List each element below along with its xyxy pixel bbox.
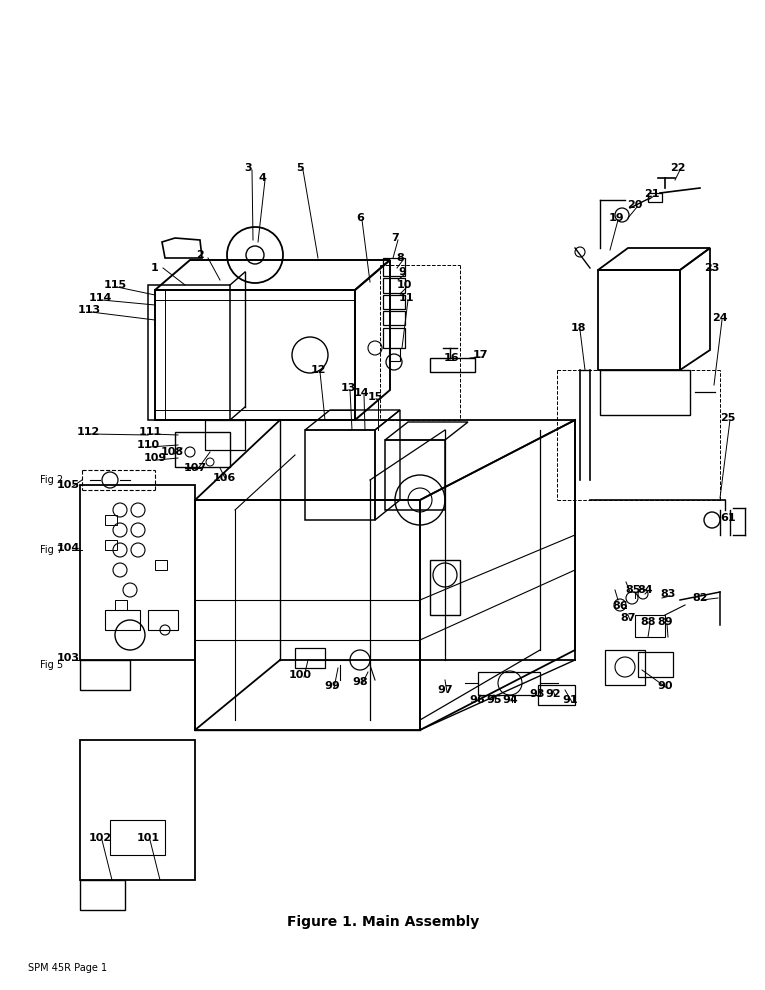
Text: 18: 18 [570,323,586,333]
Bar [430,560,460,615]
Text: 87: 87 [620,613,636,623]
Text: 93: 93 [529,689,545,699]
Text: 112: 112 [76,427,99,437]
Text: 103: 103 [57,653,80,663]
Bar [155,560,167,570]
Text: 3: 3 [244,163,252,173]
Text: 97: 97 [437,685,453,695]
Text: 100: 100 [288,670,311,680]
Bar [638,652,673,677]
Bar [635,615,665,637]
Text: 91: 91 [562,695,578,705]
Text: 20: 20 [627,200,643,210]
Text: 23: 23 [705,263,720,273]
Text: 13: 13 [340,383,356,393]
Text: 10: 10 [396,280,412,290]
Text: 84: 84 [637,585,653,595]
Text: 96: 96 [469,695,485,705]
Bar [383,311,405,325]
Bar [205,420,245,450]
Bar [383,295,405,309]
Text: 12: 12 [311,365,326,375]
Text: 11: 11 [399,293,414,303]
Text: 21: 21 [644,189,659,199]
Text: 17: 17 [472,350,488,360]
Text: 9: 9 [398,267,406,277]
Text: 94: 94 [502,695,518,705]
Text: 101: 101 [136,833,160,843]
Bar [105,540,117,550]
Bar [383,258,405,276]
Text: 15: 15 [367,392,382,402]
Bar [295,648,325,668]
Bar [148,610,178,630]
Text: 104: 104 [57,543,80,553]
Text: 19: 19 [609,213,625,223]
Text: Fig 2: Fig 2 [41,475,63,485]
Bar [115,600,127,610]
Text: 2: 2 [196,250,204,260]
Text: 6: 6 [356,213,364,223]
Text: 16: 16 [444,353,460,363]
Bar [110,820,165,855]
Bar [383,328,405,348]
Text: 7: 7 [391,233,399,243]
Text: 98: 98 [352,677,368,687]
Text: 99: 99 [324,681,340,691]
Text: 14: 14 [354,388,369,398]
Bar [648,193,662,202]
Text: 24: 24 [712,313,728,323]
Bar [175,432,230,467]
Text: 8: 8 [396,253,404,263]
Text: 82: 82 [692,593,708,603]
Text: 107: 107 [184,463,207,473]
Text: 90: 90 [657,681,672,691]
Text: 22: 22 [670,163,685,173]
Text: 1: 1 [151,263,159,273]
Text: 83: 83 [660,589,675,599]
Text: 110: 110 [136,440,160,450]
Text: 113: 113 [77,305,100,315]
Text: 102: 102 [89,833,112,843]
Text: SPM 45R Page 1: SPM 45R Page 1 [28,963,107,973]
Text: 88: 88 [640,617,656,627]
Text: 111: 111 [138,427,161,437]
Text: 61: 61 [720,513,736,523]
Text: 115: 115 [103,280,126,290]
Text: 25: 25 [721,413,736,423]
Text: Figure 1. Main Assembly: Figure 1. Main Assembly [287,915,479,929]
Text: 114: 114 [88,293,112,303]
Bar [383,278,405,293]
Text: 105: 105 [57,480,80,490]
Text: 108: 108 [161,447,184,457]
Text: 4: 4 [258,173,266,183]
Bar [105,515,117,525]
Text: 106: 106 [213,473,236,483]
Text: 5: 5 [296,163,304,173]
Bar [105,610,140,630]
Text: 89: 89 [657,617,672,627]
Text: Fig 7: Fig 7 [41,545,63,555]
Text: 85: 85 [625,585,640,595]
Text: 95: 95 [487,695,502,705]
Bar [389,348,400,361]
Text: 92: 92 [545,689,561,699]
Text: 86: 86 [612,601,628,611]
Text: Fig 5: Fig 5 [41,660,63,670]
Text: 109: 109 [143,453,167,463]
